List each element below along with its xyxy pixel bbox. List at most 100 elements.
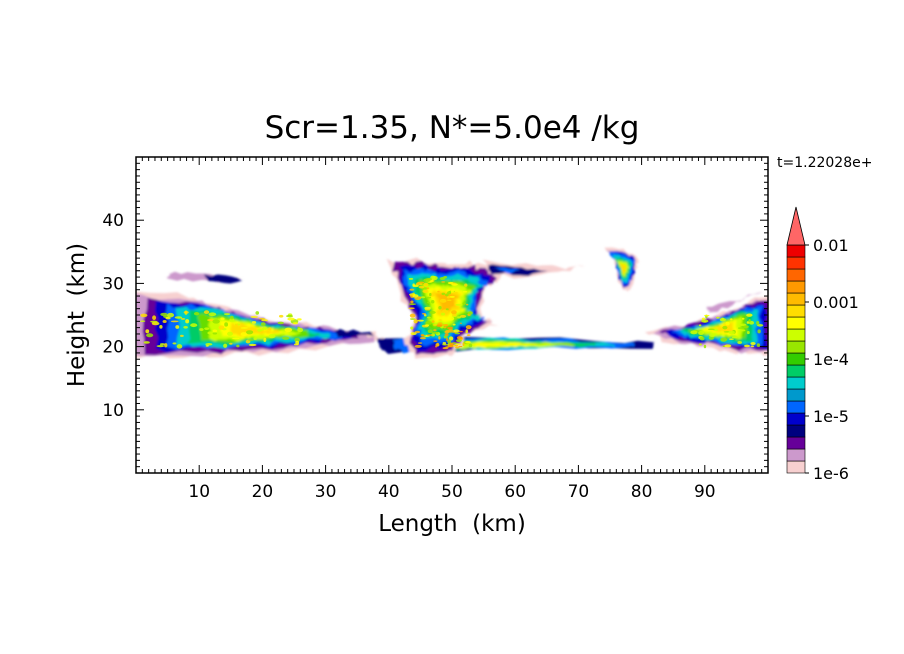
field-speckle <box>253 337 257 341</box>
field-speckle <box>140 313 148 318</box>
field-speckle <box>452 323 456 326</box>
field-speckle <box>420 333 425 337</box>
field-speckle <box>165 316 171 320</box>
field-speckle <box>431 320 435 323</box>
field-speckle <box>277 321 284 325</box>
field-speckle <box>408 277 414 280</box>
y-axis-label: Height (km) <box>64 243 90 387</box>
field-speckle <box>423 278 431 283</box>
field-speckle <box>438 306 442 310</box>
field-speckle <box>164 343 168 348</box>
field-speckle <box>423 282 429 287</box>
field-speckle <box>438 336 441 340</box>
field-speckle <box>728 330 735 335</box>
field-speckle <box>746 330 750 335</box>
field-speckle <box>441 281 446 283</box>
field-speckle <box>220 317 225 321</box>
field-speckle <box>199 328 204 331</box>
y-tick-label: 20 <box>102 338 124 358</box>
field-speckle <box>699 336 705 341</box>
field-speckle <box>435 345 438 348</box>
colorbar-swatch <box>786 388 806 402</box>
contour-band <box>332 329 378 338</box>
colorbar-swatch <box>786 412 806 426</box>
field-speckle <box>183 310 189 314</box>
field-speckle <box>172 342 177 345</box>
field-speckle <box>174 316 183 319</box>
field-speckle <box>447 291 452 295</box>
field-speckle <box>248 343 257 347</box>
field-speckle <box>722 325 728 330</box>
colorbar-label: 0.001 <box>813 293 859 312</box>
field-speckle <box>460 314 467 318</box>
colorbar-swatch <box>786 460 806 474</box>
axis-ticks <box>136 157 768 473</box>
field-speckle <box>207 318 214 322</box>
field-speckle <box>449 314 453 317</box>
field-speckle <box>422 289 429 293</box>
colorbar-swatch <box>786 280 806 294</box>
field-speckle <box>259 317 266 320</box>
field-speckle <box>409 288 415 291</box>
field-speckle <box>409 313 416 318</box>
field-speckle <box>424 324 430 327</box>
colorbar-swatch <box>786 436 806 450</box>
field-speckle <box>447 299 452 301</box>
field-speckle <box>446 296 450 299</box>
field-speckle <box>458 330 463 333</box>
field-speckle <box>451 310 457 315</box>
field-speckle <box>459 322 463 324</box>
field-speckle <box>454 332 461 335</box>
field-speckle <box>451 283 458 286</box>
colorbar-overflow <box>786 206 806 246</box>
time-label: t=1.22028e+ <box>777 155 872 171</box>
colorbar-label: 1e-4 <box>813 350 849 369</box>
field-speckle <box>426 301 431 304</box>
field-speckle <box>180 317 186 320</box>
field-speckle <box>140 320 146 322</box>
field-speckle <box>179 334 184 337</box>
field-speckle <box>465 303 469 306</box>
field-speckle <box>744 344 750 348</box>
field-speckle <box>232 337 240 340</box>
field-speckle <box>263 337 267 343</box>
field-speckle <box>409 318 416 320</box>
field-speckle <box>293 343 299 346</box>
field-speckle <box>447 344 454 348</box>
field-speckle <box>257 328 263 332</box>
field-speckle <box>440 312 446 316</box>
field-speckle <box>454 344 459 347</box>
field-speckle <box>756 343 761 347</box>
contour-band <box>204 274 243 284</box>
field-speckle <box>757 323 764 327</box>
field-speckle <box>408 303 417 306</box>
field-speckle <box>439 298 447 303</box>
field-speckle <box>205 345 209 347</box>
field-speckle <box>152 315 157 321</box>
field-speckle <box>466 334 471 336</box>
colorbar-swatch <box>786 304 806 318</box>
field-speckle <box>455 346 460 349</box>
x-tick-label: 20 <box>252 482 274 502</box>
field-speckle <box>719 318 726 322</box>
field-speckle <box>423 314 427 317</box>
field-speckle <box>417 342 423 344</box>
field-speckle <box>429 292 432 297</box>
field-speckle <box>170 320 179 323</box>
field-speckle <box>236 344 240 348</box>
field-speckle <box>193 312 200 316</box>
field-speckle <box>235 323 238 327</box>
field-speckle <box>297 327 304 333</box>
contour-band <box>493 267 521 274</box>
field-speckle <box>205 343 213 346</box>
field-speckle <box>458 345 463 348</box>
field-speckle <box>262 326 267 330</box>
field-speckle <box>150 320 158 323</box>
field-speckle <box>429 310 436 314</box>
field-speckle <box>421 312 427 315</box>
field-speckle <box>445 293 449 297</box>
field-speckle <box>746 313 753 317</box>
field-speckle <box>462 290 468 293</box>
field-speckle <box>427 334 433 336</box>
